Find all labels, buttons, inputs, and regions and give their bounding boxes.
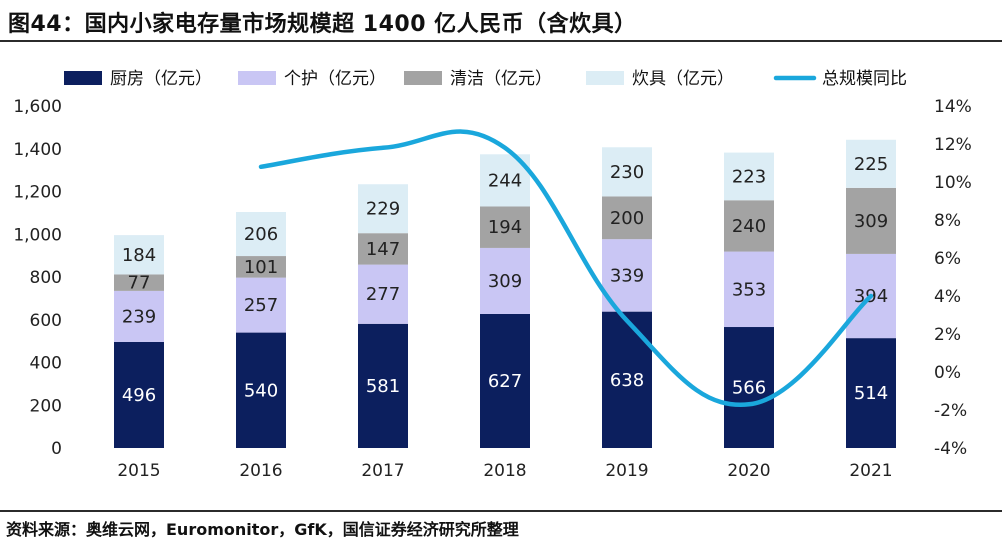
- legend-label: 厨房（亿元）: [110, 69, 212, 89]
- bar-segment: [480, 206, 530, 248]
- y-axis-left: 0 200 400 600 800 1,000 1,200 1,400 1,600: [13, 97, 62, 459]
- legend-label: 炊具（亿元）: [632, 69, 734, 89]
- y2-tick-label: 0%: [934, 363, 961, 383]
- y2-tick-label: 4%: [934, 287, 961, 307]
- data-label: 566: [732, 378, 766, 399]
- y2-tick-label: 12%: [934, 135, 972, 155]
- y-tick-label: 1,600: [13, 97, 62, 117]
- bar-segment: [480, 247, 530, 314]
- bar-segment: [114, 341, 164, 448]
- data-label: 240: [732, 216, 766, 237]
- chart: 厨房（亿元） 个护（亿元） 清洁（亿元） 炊具（亿元） 总规模同比 0 200 400 600…: [13, 69, 972, 481]
- data-label: 277: [366, 284, 400, 305]
- data-label: 244: [488, 170, 522, 191]
- y2-tick-label: -2%: [934, 401, 967, 421]
- y-tick-label: 1,000: [13, 225, 62, 245]
- y2-tick-label: -4%: [934, 439, 967, 459]
- y2-tick-label: 2%: [934, 325, 961, 345]
- y2-tick-label: 8%: [934, 211, 961, 231]
- data-label: 257: [244, 295, 278, 316]
- source-note: 资料来源：奥维云网，Euromonitor，GfK，国信证券经济研究所整理: [6, 520, 519, 539]
- bar-segment: [846, 187, 896, 254]
- data-label: 184: [122, 245, 156, 266]
- bar-segment: [358, 323, 408, 448]
- bar-segment: [358, 233, 408, 265]
- bar-segment: [724, 200, 774, 252]
- growth-line: [258, 129, 874, 407]
- bar-segment: [602, 196, 652, 240]
- bar-segment: [480, 313, 530, 448]
- y-axis-right: -4% -2% 0% 2% 4% 6% 8% 10% 12% 14%: [934, 97, 972, 459]
- title-divider: [0, 40, 1002, 42]
- bar-segment: [724, 152, 774, 201]
- data-label: 581: [366, 376, 400, 397]
- y2-tick-label: 10%: [934, 173, 972, 193]
- legend-swatch: [238, 71, 276, 85]
- legend-swatch: [404, 71, 442, 85]
- data-label: 309: [488, 271, 522, 292]
- bars: 496 239 77 184 540 257 101 206 581 277 147 229 627 30…: [114, 139, 896, 448]
- legend-swatch: [586, 71, 624, 85]
- growth-line-path: [258, 129, 874, 407]
- data-label: 339: [610, 265, 644, 286]
- data-label: 514: [854, 383, 888, 404]
- bar-segment: [724, 327, 774, 448]
- data-label: 194: [488, 217, 522, 238]
- y-tick-label: 400: [30, 354, 62, 374]
- y-tick-label: 600: [30, 311, 62, 331]
- bar-segment: [236, 212, 286, 257]
- bar-segment: [236, 332, 286, 448]
- x-tick-label: 2020: [727, 461, 770, 481]
- data-label: 496: [122, 385, 156, 406]
- x-tick-label: 2019: [605, 461, 648, 481]
- y-tick-label: 1,200: [13, 183, 62, 203]
- data-label: 540: [244, 380, 278, 401]
- bar-segment: [602, 311, 652, 448]
- data-label: 229: [366, 199, 400, 220]
- x-axis: 2015 2016 2017 2018 2019 2020 2021: [117, 461, 892, 481]
- bar-segment: [236, 256, 286, 278]
- bar-segment: [114, 274, 164, 291]
- bar-segment: [358, 184, 408, 234]
- data-label: 230: [610, 162, 644, 183]
- y2-tick-label: 6%: [934, 249, 961, 269]
- legend: 厨房（亿元） 个护（亿元） 清洁（亿元） 炊具（亿元） 总规模同比: [64, 69, 907, 89]
- data-label: 206: [244, 224, 278, 245]
- x-tick-label: 2021: [849, 461, 892, 481]
- y-tick-label: 1,400: [13, 140, 62, 160]
- y2-tick-label: 14%: [934, 97, 972, 117]
- bar-segment: [846, 139, 896, 188]
- y-tick-label: 0: [51, 439, 62, 459]
- data-label: 147: [366, 239, 400, 260]
- x-tick-label: 2016: [239, 461, 282, 481]
- data-label: 353: [732, 279, 766, 300]
- data-label: 225: [854, 154, 888, 175]
- data-label: 200: [610, 208, 644, 229]
- data-label: 627: [488, 371, 522, 392]
- y-tick-label: 800: [30, 268, 62, 288]
- legend-swatch: [64, 71, 102, 85]
- bar-segment: [114, 235, 164, 275]
- data-label: 101: [244, 257, 278, 278]
- bar-segment: [846, 338, 896, 448]
- data-label: 223: [732, 166, 766, 187]
- bar-segment: [236, 277, 286, 333]
- bar-segment: [114, 290, 164, 342]
- legend-label: 清洁（亿元）: [450, 69, 552, 89]
- bar-segment: [724, 251, 774, 328]
- data-label: 239: [122, 306, 156, 327]
- bar-segment: [602, 147, 652, 197]
- data-label: 77: [128, 273, 151, 294]
- x-tick-label: 2017: [361, 461, 404, 481]
- data-label: 638: [610, 370, 644, 391]
- data-label: 309: [854, 211, 888, 232]
- x-tick-label: 2015: [117, 461, 160, 481]
- x-tick-label: 2018: [483, 461, 526, 481]
- source-divider: [0, 510, 1002, 512]
- y-tick-label: 200: [30, 396, 62, 416]
- bar-segment: [358, 264, 408, 324]
- legend-label: 个护（亿元）: [284, 69, 386, 89]
- page-title: 图44：国内小家电存量市场规模超 1400 亿人民币（含炊具）: [8, 12, 637, 37]
- legend-label: 总规模同比: [822, 69, 907, 89]
